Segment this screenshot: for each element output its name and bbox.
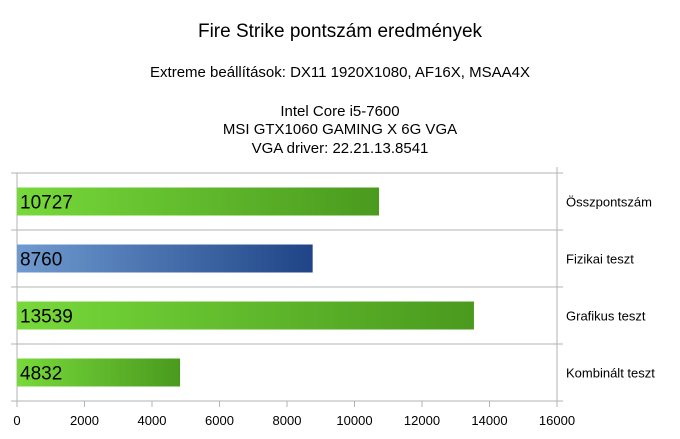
data-label: 8760 bbox=[20, 250, 62, 271]
info-line-driver: VGA driver: 22.21.13.8541 bbox=[251, 140, 429, 157]
x-tick-label: 10000 bbox=[336, 413, 372, 428]
x-tick-label: 14000 bbox=[471, 413, 507, 428]
x-tick-label: 2000 bbox=[70, 413, 99, 428]
x-tick-label: 16000 bbox=[539, 413, 575, 428]
data-label: 4832 bbox=[20, 364, 62, 385]
x-tick-label: 12000 bbox=[404, 413, 440, 428]
info-line-gpu: MSI GTX1060 GAMING X 6G VGA bbox=[222, 121, 458, 138]
chart-subtitle: Extreme beállítások: DX11 1920X1080, AF1… bbox=[150, 64, 530, 81]
category-label: Összpontszám bbox=[566, 195, 652, 210]
data-label: 13539 bbox=[20, 307, 73, 328]
bar-3 bbox=[17, 301, 474, 330]
category-label: Grafikus teszt bbox=[566, 309, 646, 324]
data-label: 10727 bbox=[20, 193, 73, 214]
bar-2 bbox=[17, 244, 313, 273]
x-tick-label: 6000 bbox=[205, 413, 234, 428]
chart-title: Fire Strike pontszám eredmények bbox=[197, 21, 483, 42]
x-tick-label: 8000 bbox=[273, 413, 302, 428]
info-line-cpu: Intel Core i5-7600 bbox=[280, 103, 400, 120]
category-label: Fizikai teszt bbox=[566, 252, 634, 267]
category-label: Kombinált teszt bbox=[566, 366, 655, 381]
x-tick-label: 4000 bbox=[138, 413, 167, 428]
bar-4 bbox=[17, 358, 181, 387]
x-tick-label: 0 bbox=[13, 413, 20, 428]
bar-1 bbox=[17, 187, 380, 216]
